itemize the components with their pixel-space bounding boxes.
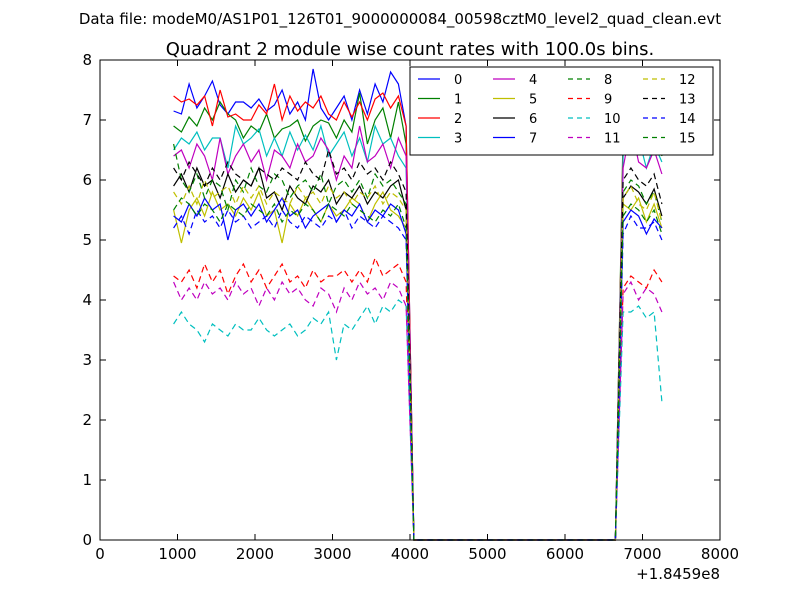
x-tick-label: 0: [95, 545, 105, 563]
series-line-3: [174, 126, 662, 540]
series-line-6: [174, 168, 662, 540]
series-line-9: [174, 258, 662, 540]
x-tick-label: 4000: [391, 545, 429, 563]
legend-label-1: 1: [454, 93, 462, 108]
legend-label-9: 9: [604, 93, 612, 108]
legend-label-12: 12: [679, 73, 696, 88]
legend-label-11: 11: [604, 132, 621, 147]
y-tick-label: 7: [82, 111, 92, 129]
x-tick-label: 3000: [313, 545, 351, 563]
y-tick-label: 5: [82, 231, 92, 249]
legend-label-6: 6: [529, 112, 537, 127]
legend-label-15: 15: [679, 132, 696, 147]
x-tick-label: 2000: [236, 545, 274, 563]
chart-title: Quadrant 2 module wise count rates with …: [166, 39, 655, 60]
x-tick-label: 6000: [546, 545, 584, 563]
legend-label-8: 8: [604, 73, 612, 88]
series-line-5: [174, 192, 662, 540]
series-line-7: [174, 198, 662, 540]
x-tick-label: 7000: [623, 545, 661, 563]
series-line-1: [174, 93, 662, 540]
legend-label-5: 5: [529, 93, 537, 108]
data-file-title: Data file: modeM0/AS1P01_126T01_90000000…: [79, 10, 721, 29]
legend-label-0: 0: [454, 73, 462, 88]
series-line-14: [174, 210, 662, 540]
y-tick-label: 8: [82, 51, 92, 69]
legend-label-10: 10: [604, 112, 621, 127]
series-line-15: [174, 198, 662, 540]
series-line-11: [174, 282, 662, 540]
legend-label-4: 4: [529, 73, 537, 88]
y-tick-label: 1: [82, 471, 92, 489]
series-line-12: [174, 180, 662, 540]
legend-label-7: 7: [529, 132, 537, 147]
series-line-4: [174, 126, 662, 540]
y-tick-label: 3: [82, 351, 92, 369]
y-tick-label: 4: [82, 291, 92, 309]
y-tick-label: 0: [82, 531, 92, 549]
legend-label-14: 14: [679, 112, 696, 127]
y-tick-label: 6: [82, 171, 92, 189]
y-tick-label: 2: [82, 411, 92, 429]
x-tick-label: 1000: [158, 545, 196, 563]
legend-label-3: 3: [454, 132, 462, 147]
x-axis-offset-label: +1.8459e8: [636, 565, 720, 583]
x-tick-label: 5000: [468, 545, 506, 563]
legend-label-2: 2: [454, 112, 462, 127]
x-tick-label: 8000: [701, 545, 739, 563]
legend-label-13: 13: [679, 93, 696, 108]
series-line-10: [174, 300, 662, 540]
